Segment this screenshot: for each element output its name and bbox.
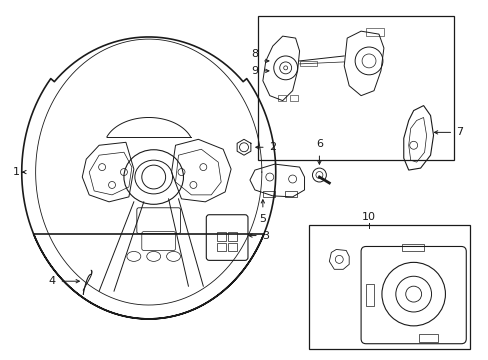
Bar (299, 61, 317, 66)
Bar (257, 16, 453, 160)
Text: 10: 10 (361, 212, 375, 222)
Text: 3: 3 (262, 230, 268, 240)
Text: 8: 8 (250, 49, 257, 59)
Bar (309, 225, 469, 349)
Text: 2: 2 (268, 142, 275, 152)
Bar (263, 191, 274, 197)
Bar (228, 243, 237, 251)
Bar (284, 191, 296, 197)
Bar (366, 284, 373, 306)
Bar (228, 231, 237, 240)
Text: 4: 4 (48, 276, 55, 286)
Bar (401, 243, 423, 251)
Text: 5: 5 (259, 214, 266, 224)
Text: 1: 1 (13, 167, 20, 177)
Bar (217, 231, 225, 240)
Bar (217, 243, 225, 251)
Bar (289, 95, 297, 100)
Bar (277, 95, 285, 100)
Bar (366, 28, 383, 36)
Text: 7: 7 (455, 127, 463, 138)
Text: 9: 9 (250, 66, 257, 76)
Bar (418, 334, 438, 342)
Text: 6: 6 (315, 139, 322, 149)
